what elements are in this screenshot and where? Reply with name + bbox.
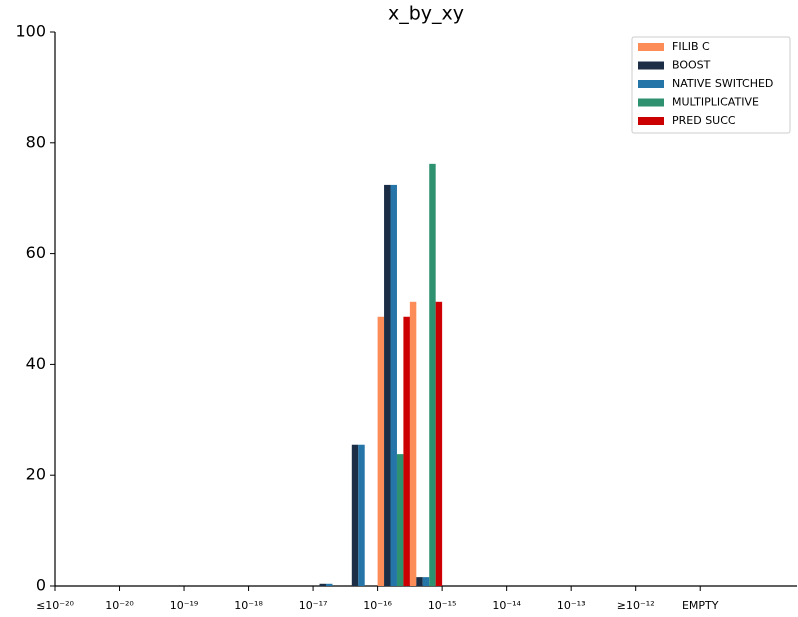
x-tick-label: 10⁻¹⁴ xyxy=(492,599,521,612)
y-tick-label: 80 xyxy=(26,132,46,151)
legend-swatch xyxy=(638,61,664,70)
legend-swatch xyxy=(638,98,664,107)
x-tick-label: ≥10⁻¹² xyxy=(617,599,655,612)
bar xyxy=(416,577,423,586)
legend-label: MULTIPLICATIVE xyxy=(672,96,759,109)
y-tick-label: 0 xyxy=(36,576,46,595)
bar xyxy=(396,454,404,586)
y-tick-label: 60 xyxy=(26,243,46,262)
bar xyxy=(435,301,443,586)
bar xyxy=(409,301,417,586)
legend-label: FILIB C xyxy=(672,40,710,53)
x-tick-label: 10⁻¹⁸ xyxy=(234,599,263,612)
x-tick-label: 10⁻¹⁷ xyxy=(299,599,328,612)
x-tick-label: 10⁻²⁰ xyxy=(105,599,134,612)
bar xyxy=(422,577,430,586)
y-tick-label: 100 xyxy=(15,22,46,41)
legend-swatch xyxy=(638,117,664,125)
bar xyxy=(358,444,365,586)
bar xyxy=(384,184,391,587)
x-tick-label: 10⁻¹⁶ xyxy=(363,599,392,612)
x-tick-label: 10⁻¹⁵ xyxy=(428,599,457,612)
bar xyxy=(351,444,359,586)
bar xyxy=(390,184,397,587)
y-tick-label: 40 xyxy=(26,354,46,373)
bar xyxy=(319,583,326,586)
x-tick-label: ≤10⁻²⁰ xyxy=(36,599,74,612)
legend-swatch xyxy=(638,80,664,88)
y-tick-label: 20 xyxy=(26,465,46,484)
x-tick-label: 10⁻¹⁹ xyxy=(170,599,199,612)
legend-label: PRED SUCC xyxy=(672,114,736,127)
bar xyxy=(377,316,385,586)
x-tick-label: EMPTY xyxy=(682,599,719,612)
legend-swatch xyxy=(638,43,664,51)
x-tick-label: 10⁻¹³ xyxy=(557,599,586,612)
chart-title: x_by_xy xyxy=(388,3,464,25)
legend-box xyxy=(631,36,791,134)
bar xyxy=(403,316,410,586)
legend-label: BOOST xyxy=(672,59,711,72)
bar xyxy=(325,583,333,586)
bar xyxy=(429,163,436,587)
legend-label: NATIVE SWITCHED xyxy=(672,77,773,90)
